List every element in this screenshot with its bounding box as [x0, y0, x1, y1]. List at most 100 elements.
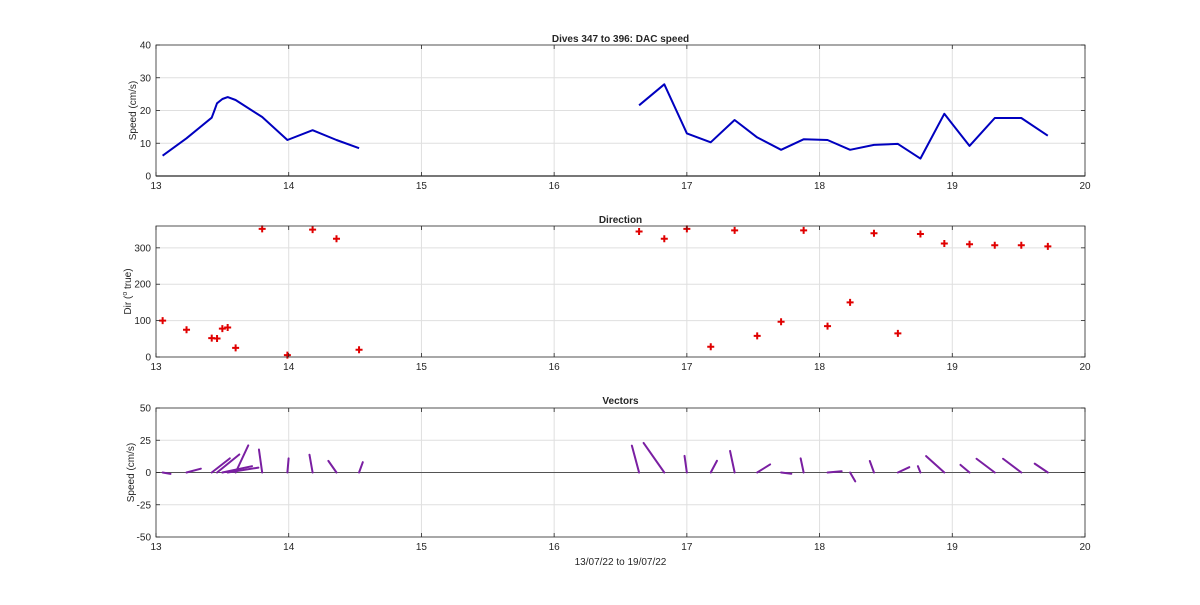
vectors-panel-title: Vectors [602, 396, 639, 407]
speed-panel-title: Dives 347 to 396: DAC speed [552, 34, 689, 45]
direction-point [183, 326, 191, 334]
vectors-panel-xlabel: 13/07/22 to 19/07/22 [575, 557, 667, 568]
x-tick-label: 16 [549, 181, 561, 192]
velocity-vector [286, 457, 290, 474]
velocity-vector [642, 441, 666, 474]
velocity-vector [896, 466, 911, 474]
direction-point [966, 240, 974, 248]
y-tick-label: 0 [145, 172, 151, 183]
velocity-vector [234, 444, 250, 474]
vectors-panel-ylabel: Speed (cm/s) [126, 443, 137, 502]
velocity-vector [1033, 462, 1049, 474]
y-tick-label: 25 [140, 436, 152, 447]
velocity-vector [630, 444, 641, 474]
x-tick-label: 17 [681, 362, 693, 373]
direction-point [1044, 242, 1052, 250]
direction-point [309, 226, 317, 234]
x-tick-label: 18 [814, 362, 826, 373]
velocity-vector [799, 457, 805, 474]
velocity-vector [709, 459, 718, 474]
vectors-panel: Vectors Speed (cm/s) 13/07/22 to 19/07/2… [126, 396, 1091, 568]
velocity-vector [826, 470, 843, 474]
direction-point [940, 239, 948, 247]
x-tick-label: 15 [416, 181, 428, 192]
x-tick-label: 18 [814, 181, 826, 192]
velocity-vector [975, 457, 996, 474]
velocity-vector [916, 465, 922, 474]
direction-point [777, 318, 785, 326]
direction-point [224, 324, 232, 332]
y-tick-label: 30 [140, 73, 152, 84]
y-tick-label: -50 [137, 533, 152, 544]
x-tick-label: 14 [283, 542, 295, 553]
y-tick-label: 20 [140, 106, 152, 117]
velocity-vector [308, 453, 314, 474]
direction-point [332, 235, 340, 243]
velocity-vector [161, 471, 172, 475]
x-tick-label: 18 [814, 542, 826, 553]
direction-point [283, 351, 291, 359]
y-tick-label: 200 [134, 280, 151, 291]
direction-point [707, 343, 715, 351]
direction-point [213, 334, 221, 342]
y-tick-label: 0 [145, 468, 151, 479]
direction-point [916, 230, 924, 238]
direction-point [731, 226, 739, 234]
speed-panel: Dives 347 to 396: DAC speed Speed (cm/s)… [128, 34, 1091, 192]
x-tick-label: 20 [1079, 542, 1091, 553]
speed-series-line [162, 96, 360, 157]
direction-panel-title: Direction [599, 215, 642, 226]
y-tick-label: 50 [140, 404, 152, 415]
velocity-vector [1002, 457, 1023, 474]
velocity-vector [729, 449, 736, 474]
velocity-vector [925, 455, 946, 474]
x-tick-label: 15 [416, 542, 428, 553]
direction-point [800, 226, 808, 234]
x-tick-label: 19 [947, 362, 959, 373]
y-tick-label: 40 [140, 41, 152, 52]
x-tick-label: 13 [150, 362, 162, 373]
y-tick-label: -25 [137, 500, 152, 511]
plot-area-frame [155, 225, 1086, 358]
x-tick-label: 20 [1079, 362, 1091, 373]
direction-panel: Direction Dir (o true) 13 14 15 16 17 18 19 200… [122, 215, 1091, 373]
y-tick-label: 0 [145, 353, 151, 364]
x-tick-label: 19 [947, 181, 959, 192]
direction-point [660, 235, 668, 243]
x-tick-label: 17 [681, 181, 693, 192]
direction-point [159, 317, 167, 325]
velocity-vector [683, 454, 688, 474]
direction-point [1017, 241, 1025, 249]
direction-point [218, 325, 226, 333]
x-tick-label: 19 [947, 542, 959, 553]
direction-point [355, 346, 363, 354]
x-tick-label: 15 [416, 362, 428, 373]
velocity-vector [358, 461, 364, 474]
direction-point [870, 229, 878, 237]
velocity-vector [780, 471, 793, 475]
direction-point [232, 344, 240, 352]
x-tick-label: 16 [549, 362, 561, 373]
x-tick-label: 13 [150, 542, 162, 553]
direction-point [258, 225, 266, 233]
velocity-vector [257, 448, 264, 474]
x-tick-label: 20 [1079, 181, 1091, 192]
x-tick-label: 16 [549, 542, 561, 553]
x-tick-label: 14 [283, 362, 295, 373]
speed-series-line [638, 83, 1049, 160]
velocity-vector [226, 466, 260, 474]
x-tick-label: 17 [681, 542, 693, 553]
direction-point [635, 227, 643, 235]
x-tick-label: 14 [283, 181, 295, 192]
velocity-vector [756, 463, 772, 474]
velocity-vector [849, 471, 857, 483]
velocity-vector [327, 459, 338, 474]
direction-point [846, 298, 854, 306]
velocity-vector [185, 467, 202, 474]
y-tick-label: 10 [140, 139, 152, 150]
direction-point [991, 241, 999, 249]
y-tick-label: 300 [134, 243, 151, 254]
velocity-vector [216, 453, 241, 474]
x-tick-label: 13 [150, 181, 162, 192]
speed-panel-ylabel: Speed (cm/s) [128, 81, 139, 140]
